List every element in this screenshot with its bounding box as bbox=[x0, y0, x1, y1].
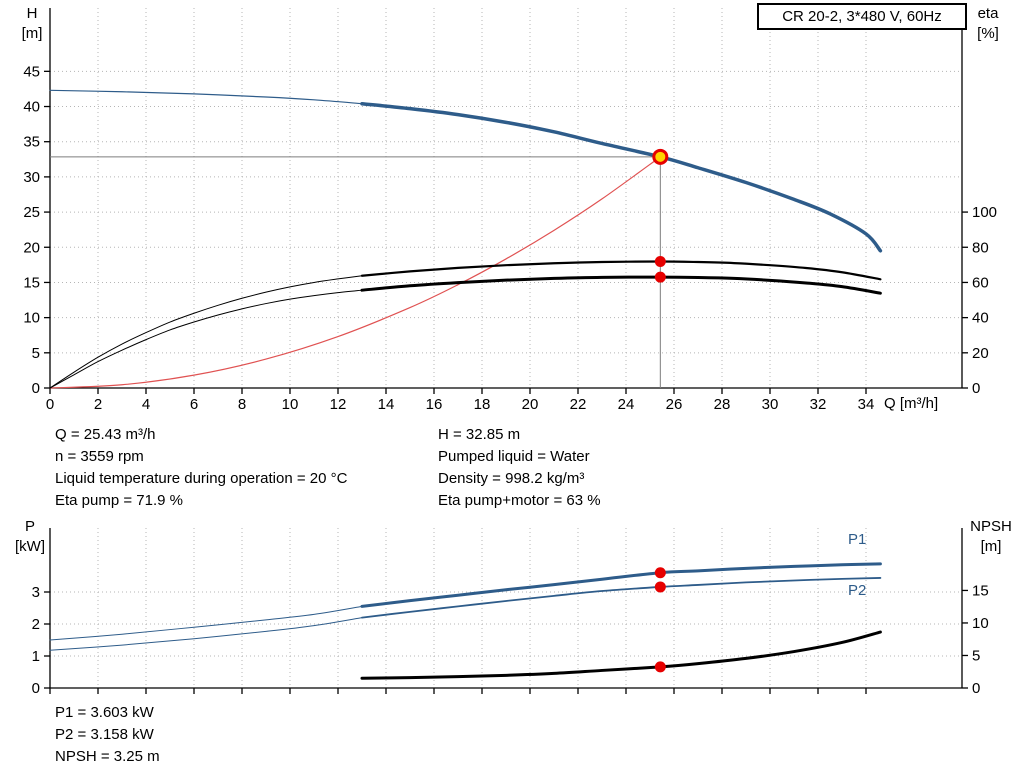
x-tick-label: 0 bbox=[46, 396, 54, 413]
info-line-speed: n = 3559 rpm bbox=[55, 448, 144, 465]
marker-p1-point bbox=[654, 567, 666, 579]
x-tick-label: 2 bbox=[94, 396, 102, 413]
p1-curve-label: P1 bbox=[848, 531, 867, 548]
x-tick-label: 30 bbox=[762, 396, 779, 413]
y-left-tick-label: 0 bbox=[32, 380, 40, 397]
curve-npsh bbox=[360, 630, 882, 680]
npsh-axis-corner-label: NPSH [m] bbox=[962, 517, 1020, 557]
eta-axis-symbol: eta bbox=[977, 5, 999, 22]
y-left-tick-label: 35 bbox=[23, 134, 40, 151]
npsh-axis-symbol: NPSH bbox=[970, 518, 1012, 535]
info-line-eta-pump-motor: Eta pump+motor = 63 % bbox=[438, 492, 601, 509]
y-right-tick-label: 20 bbox=[972, 345, 989, 362]
curve-eta-pump-thin bbox=[49, 275, 363, 389]
y-right-tick-label: 80 bbox=[972, 239, 989, 256]
duty-info-left-column: Q = 25.43 m³/h n = 3559 rpm Liquid tempe… bbox=[55, 424, 347, 512]
y-right-tick-label: 15 bbox=[972, 582, 989, 599]
x-tick-label: 34 bbox=[858, 396, 875, 413]
p-axis-unit: [kW] bbox=[15, 538, 45, 555]
x-tick-label: 6 bbox=[190, 396, 198, 413]
y-left-tick-label: 15 bbox=[23, 274, 40, 291]
x-tick-label: 22 bbox=[570, 396, 587, 413]
curve-system-curve bbox=[49, 156, 661, 389]
duty-info-right-column: H = 32.85 m Pumped liquid = Water Densit… bbox=[438, 424, 601, 512]
y-right-tick-label: 5 bbox=[972, 647, 980, 664]
h-axis-corner-label: H [m] bbox=[14, 4, 50, 44]
y-left-tick-label: 40 bbox=[23, 99, 40, 116]
y-left-tick-label: 0 bbox=[32, 680, 40, 697]
h-axis-symbol: H bbox=[26, 5, 38, 22]
x-tick-label: 12 bbox=[330, 396, 347, 413]
result-line-p1: P1 = 3.603 kW bbox=[55, 704, 154, 721]
x-tick-label: 20 bbox=[522, 396, 539, 413]
info-line-head: H = 32.85 m bbox=[438, 426, 521, 443]
marker-eta-pump-point bbox=[654, 256, 666, 268]
x-tick-label: 18 bbox=[474, 396, 491, 413]
marker-npsh-point bbox=[654, 661, 666, 673]
curve-eta-pump-motor bbox=[360, 275, 882, 295]
curve-p2-thin bbox=[49, 617, 363, 651]
marker-eta-pump-motor-point bbox=[654, 271, 666, 283]
info-line-temperature: Liquid temperature during operation = 20… bbox=[55, 470, 348, 487]
curve-p1-thin bbox=[49, 605, 363, 641]
y-right-tick-label: 10 bbox=[972, 615, 989, 632]
y-left-tick-label: 2 bbox=[32, 616, 40, 633]
y-left-tick-label: 1 bbox=[32, 648, 40, 665]
y-left-tick-label: 10 bbox=[23, 310, 40, 327]
curve-p1 bbox=[360, 562, 882, 608]
y-left-tick-label: 45 bbox=[23, 63, 40, 80]
p2-curve-label: P2 bbox=[848, 582, 867, 599]
results-panel: P1 = 3.603 kW P2 = 3.158 kW NPSH = 3.25 … bbox=[55, 702, 160, 768]
y-right-tick-label: 0 bbox=[972, 680, 980, 697]
x-tick-label: 14 bbox=[378, 396, 395, 413]
y-left-tick-label: 3 bbox=[32, 584, 40, 601]
y-right-tick-label: 60 bbox=[972, 274, 989, 291]
y-right-tick-label: 40 bbox=[972, 310, 989, 327]
marker-p2-point bbox=[654, 581, 666, 593]
x-tick-label: 4 bbox=[142, 396, 150, 413]
marker-duty-point bbox=[652, 148, 669, 165]
y-left-tick-label: 25 bbox=[23, 204, 40, 221]
y-left-tick-label: 20 bbox=[23, 239, 40, 256]
x-tick-label: 26 bbox=[666, 396, 683, 413]
eta-axis-unit: [%] bbox=[977, 25, 999, 42]
info-line-eta-pump: Eta pump = 71.9 % bbox=[55, 492, 183, 509]
y-left-tick-label: 30 bbox=[23, 169, 40, 186]
curve-p2 bbox=[361, 577, 882, 619]
curve-head-curve-thin bbox=[49, 89, 363, 105]
y-right-tick-label: 100 bbox=[972, 204, 997, 221]
y-right-tick-label: 0 bbox=[972, 380, 980, 397]
pump-model-title-box: CR 20-2, 3*480 V, 60Hz bbox=[757, 3, 967, 30]
info-line-liquid: Pumped liquid = Water bbox=[438, 448, 590, 465]
result-line-p2: P2 = 3.158 kW bbox=[55, 726, 154, 743]
x-tick-label: 10 bbox=[282, 396, 299, 413]
y-left-tick-label: 5 bbox=[32, 345, 40, 362]
info-line-q: Q = 25.43 m³/h bbox=[55, 426, 156, 443]
x-tick-label: 8 bbox=[238, 396, 246, 413]
q-axis-label: Q [m³/h] bbox=[884, 395, 939, 412]
x-tick-label: 24 bbox=[618, 396, 635, 413]
info-line-density: Density = 998.2 kg/m³ bbox=[438, 470, 585, 487]
x-tick-label: 32 bbox=[810, 396, 827, 413]
x-tick-label: 28 bbox=[714, 396, 731, 413]
eta-axis-corner-label: eta [%] bbox=[966, 4, 1010, 44]
result-line-npsh: NPSH = 3.25 m bbox=[55, 748, 160, 765]
x-tick-label: 16 bbox=[426, 396, 443, 413]
h-axis-unit: [m] bbox=[21, 25, 43, 42]
npsh-axis-unit: [m] bbox=[980, 538, 1002, 555]
curve-eta-pump-motor-thin bbox=[49, 289, 363, 389]
p-axis-corner-label: P [kW] bbox=[10, 517, 50, 557]
p-axis-symbol: P bbox=[24, 518, 35, 535]
